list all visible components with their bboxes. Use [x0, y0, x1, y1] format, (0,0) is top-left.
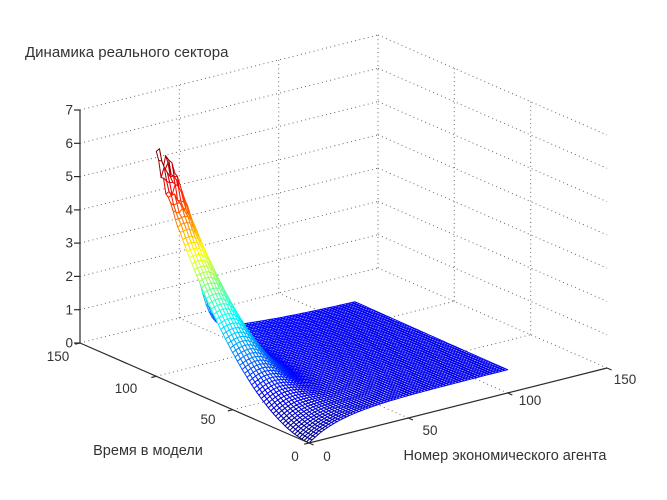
z-tick-label-3: 3 — [65, 236, 73, 251]
surface-mesh — [155, 148, 509, 444]
chart-title: Динамика реального сектора — [25, 44, 229, 61]
axes-lines — [74, 109, 612, 446]
z-tick-label-0: 0 — [65, 336, 73, 351]
z-tick-label-4: 4 — [65, 203, 73, 218]
z-tick-label-7: 7 — [65, 103, 73, 118]
time-tick-label-100: 100 — [115, 381, 138, 396]
z-tick-label-6: 6 — [65, 136, 73, 151]
agent-tick-label-100: 100 — [519, 393, 542, 408]
agent-tick-label-50: 50 — [422, 423, 437, 438]
agent-tick-label-0: 0 — [323, 449, 331, 464]
time-tick-label-0: 0 — [291, 449, 299, 464]
agent-axis-label: Номер экономического агента — [404, 448, 608, 464]
z-tick-label-5: 5 — [65, 169, 73, 184]
z-tick-label-1: 1 — [65, 302, 73, 317]
time-axis-label: Время в модели — [93, 443, 203, 459]
time-tick-label-50: 50 — [200, 412, 215, 427]
agent-tick-label-150: 150 — [614, 372, 637, 387]
z-tick-label-2: 2 — [65, 269, 73, 284]
time-tick-label-150: 150 — [47, 349, 70, 364]
